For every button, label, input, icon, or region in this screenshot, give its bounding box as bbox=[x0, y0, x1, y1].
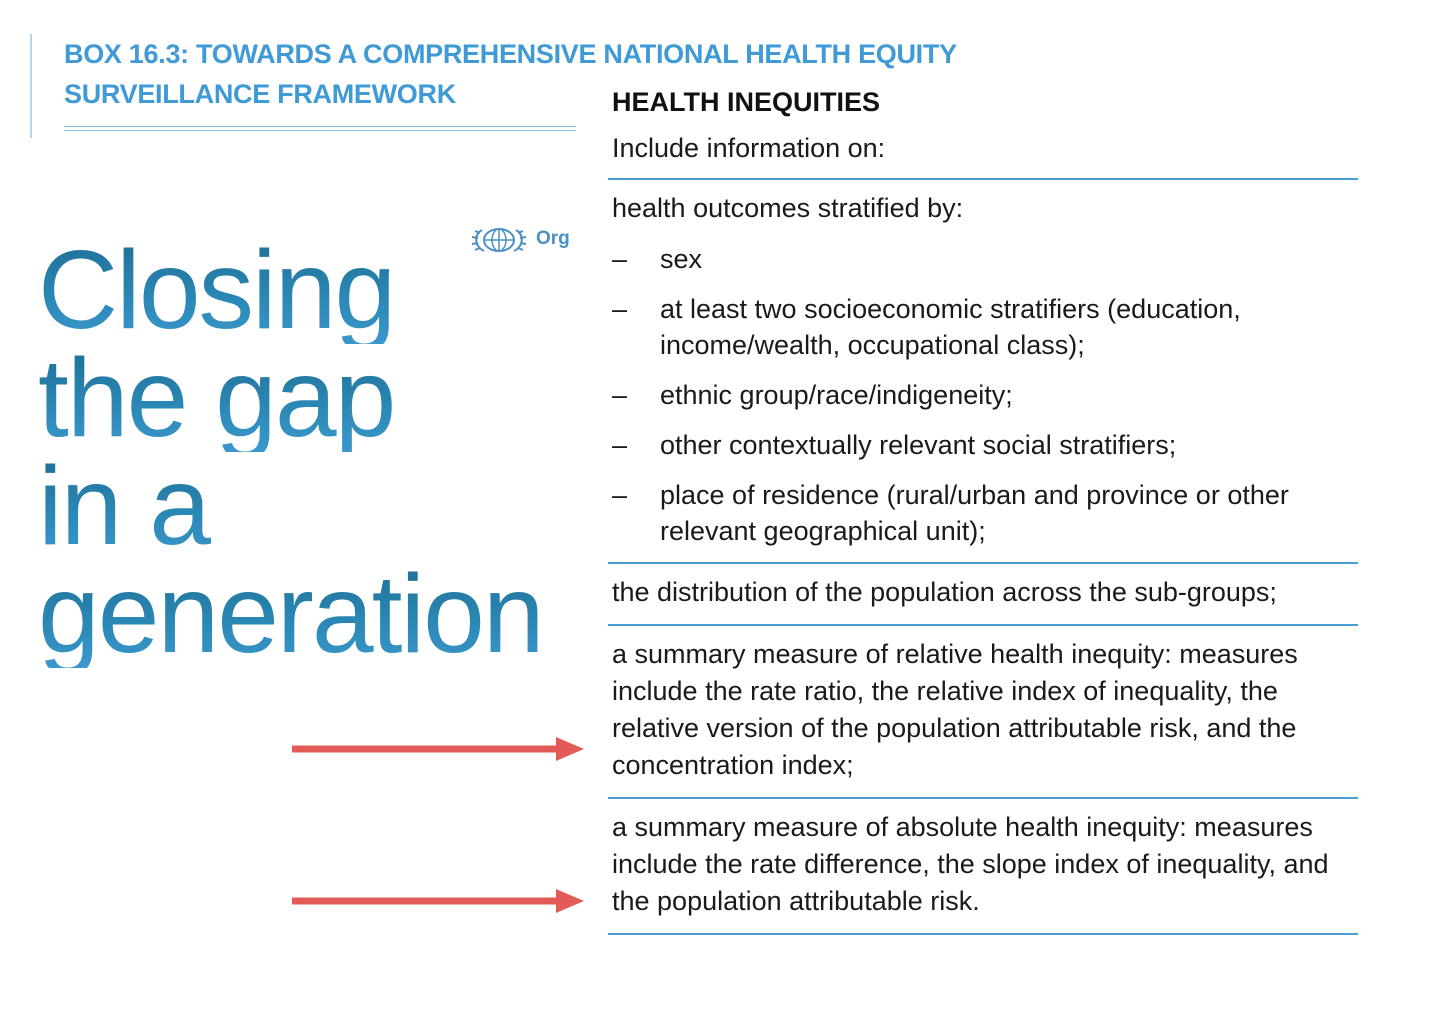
left-margin-rule bbox=[30, 34, 32, 138]
stratifier-text: at least two socioeconomic stratifiers (… bbox=[660, 294, 1241, 360]
stratifier-text: other contextually relevant social strat… bbox=[660, 430, 1177, 460]
relative-measure-text: a summary measure of relative health ine… bbox=[612, 639, 1298, 780]
list-item: – ethnic group/race/indigeneity; bbox=[612, 377, 1358, 413]
dash-bullet-icon: – bbox=[612, 430, 628, 460]
logo-text: Org bbox=[536, 228, 570, 249]
absolute-measure-section: a summary measure of absolute health ine… bbox=[608, 799, 1358, 935]
outcomes-heading: health outcomes stratified by: bbox=[612, 193, 964, 223]
dash-bullet-icon: – bbox=[612, 244, 628, 274]
cover-title-line: in a bbox=[38, 451, 543, 562]
health-inequities-heading: HEALTH INEQUITIES bbox=[612, 87, 881, 117]
relative-measure-section: a summary measure of relative health ine… bbox=[608, 626, 1358, 799]
cover-title-line: Closing bbox=[38, 235, 543, 346]
distribution-text: the distribution of the population acros… bbox=[612, 577, 1277, 607]
list-item: – other contextually relevant social str… bbox=[612, 427, 1358, 463]
list-item: – place of residence (rural/urban and pr… bbox=[612, 477, 1358, 549]
list-item: – sex bbox=[612, 241, 1358, 277]
organization-logo: Org bbox=[466, 224, 570, 254]
box-title: BOX 16.3: TOWARDS A COMPREHENSIVE NATION… bbox=[64, 39, 957, 109]
stratifier-list: – sex – at least two socioeconomic strat… bbox=[612, 241, 1358, 549]
cover-title: Closing the gap in a generation bbox=[38, 235, 545, 676]
dash-bullet-icon: – bbox=[612, 480, 628, 510]
dash-bullet-icon: – bbox=[612, 294, 628, 324]
outcomes-section: health outcomes stratified by: – sex – a… bbox=[608, 180, 1358, 564]
intro-text: Include information on: bbox=[608, 130, 1358, 180]
health-inequities-panel: HEALTH INEQUITIES Include information on… bbox=[608, 84, 1358, 935]
arrow-absolute-measure-icon bbox=[292, 889, 584, 913]
stratifier-text: ethnic group/race/indigeneity; bbox=[660, 380, 1013, 410]
title-underline bbox=[64, 126, 576, 131]
stratifier-text: sex bbox=[660, 244, 703, 274]
dash-bullet-icon: – bbox=[612, 380, 628, 410]
absolute-measure-text: a summary measure of absolute health ine… bbox=[612, 812, 1329, 916]
stratifier-text: place of residence (rural/urban and prov… bbox=[660, 480, 1289, 546]
cover-title-line: the gap bbox=[38, 343, 543, 454]
distribution-section: the distribution of the population acros… bbox=[608, 564, 1358, 626]
arrow-relative-measure-icon bbox=[292, 737, 584, 761]
un-emblem-icon bbox=[471, 228, 527, 252]
list-item: – at least two socioeconomic stratifiers… bbox=[612, 291, 1358, 363]
cover-title-line: generation bbox=[38, 552, 545, 676]
